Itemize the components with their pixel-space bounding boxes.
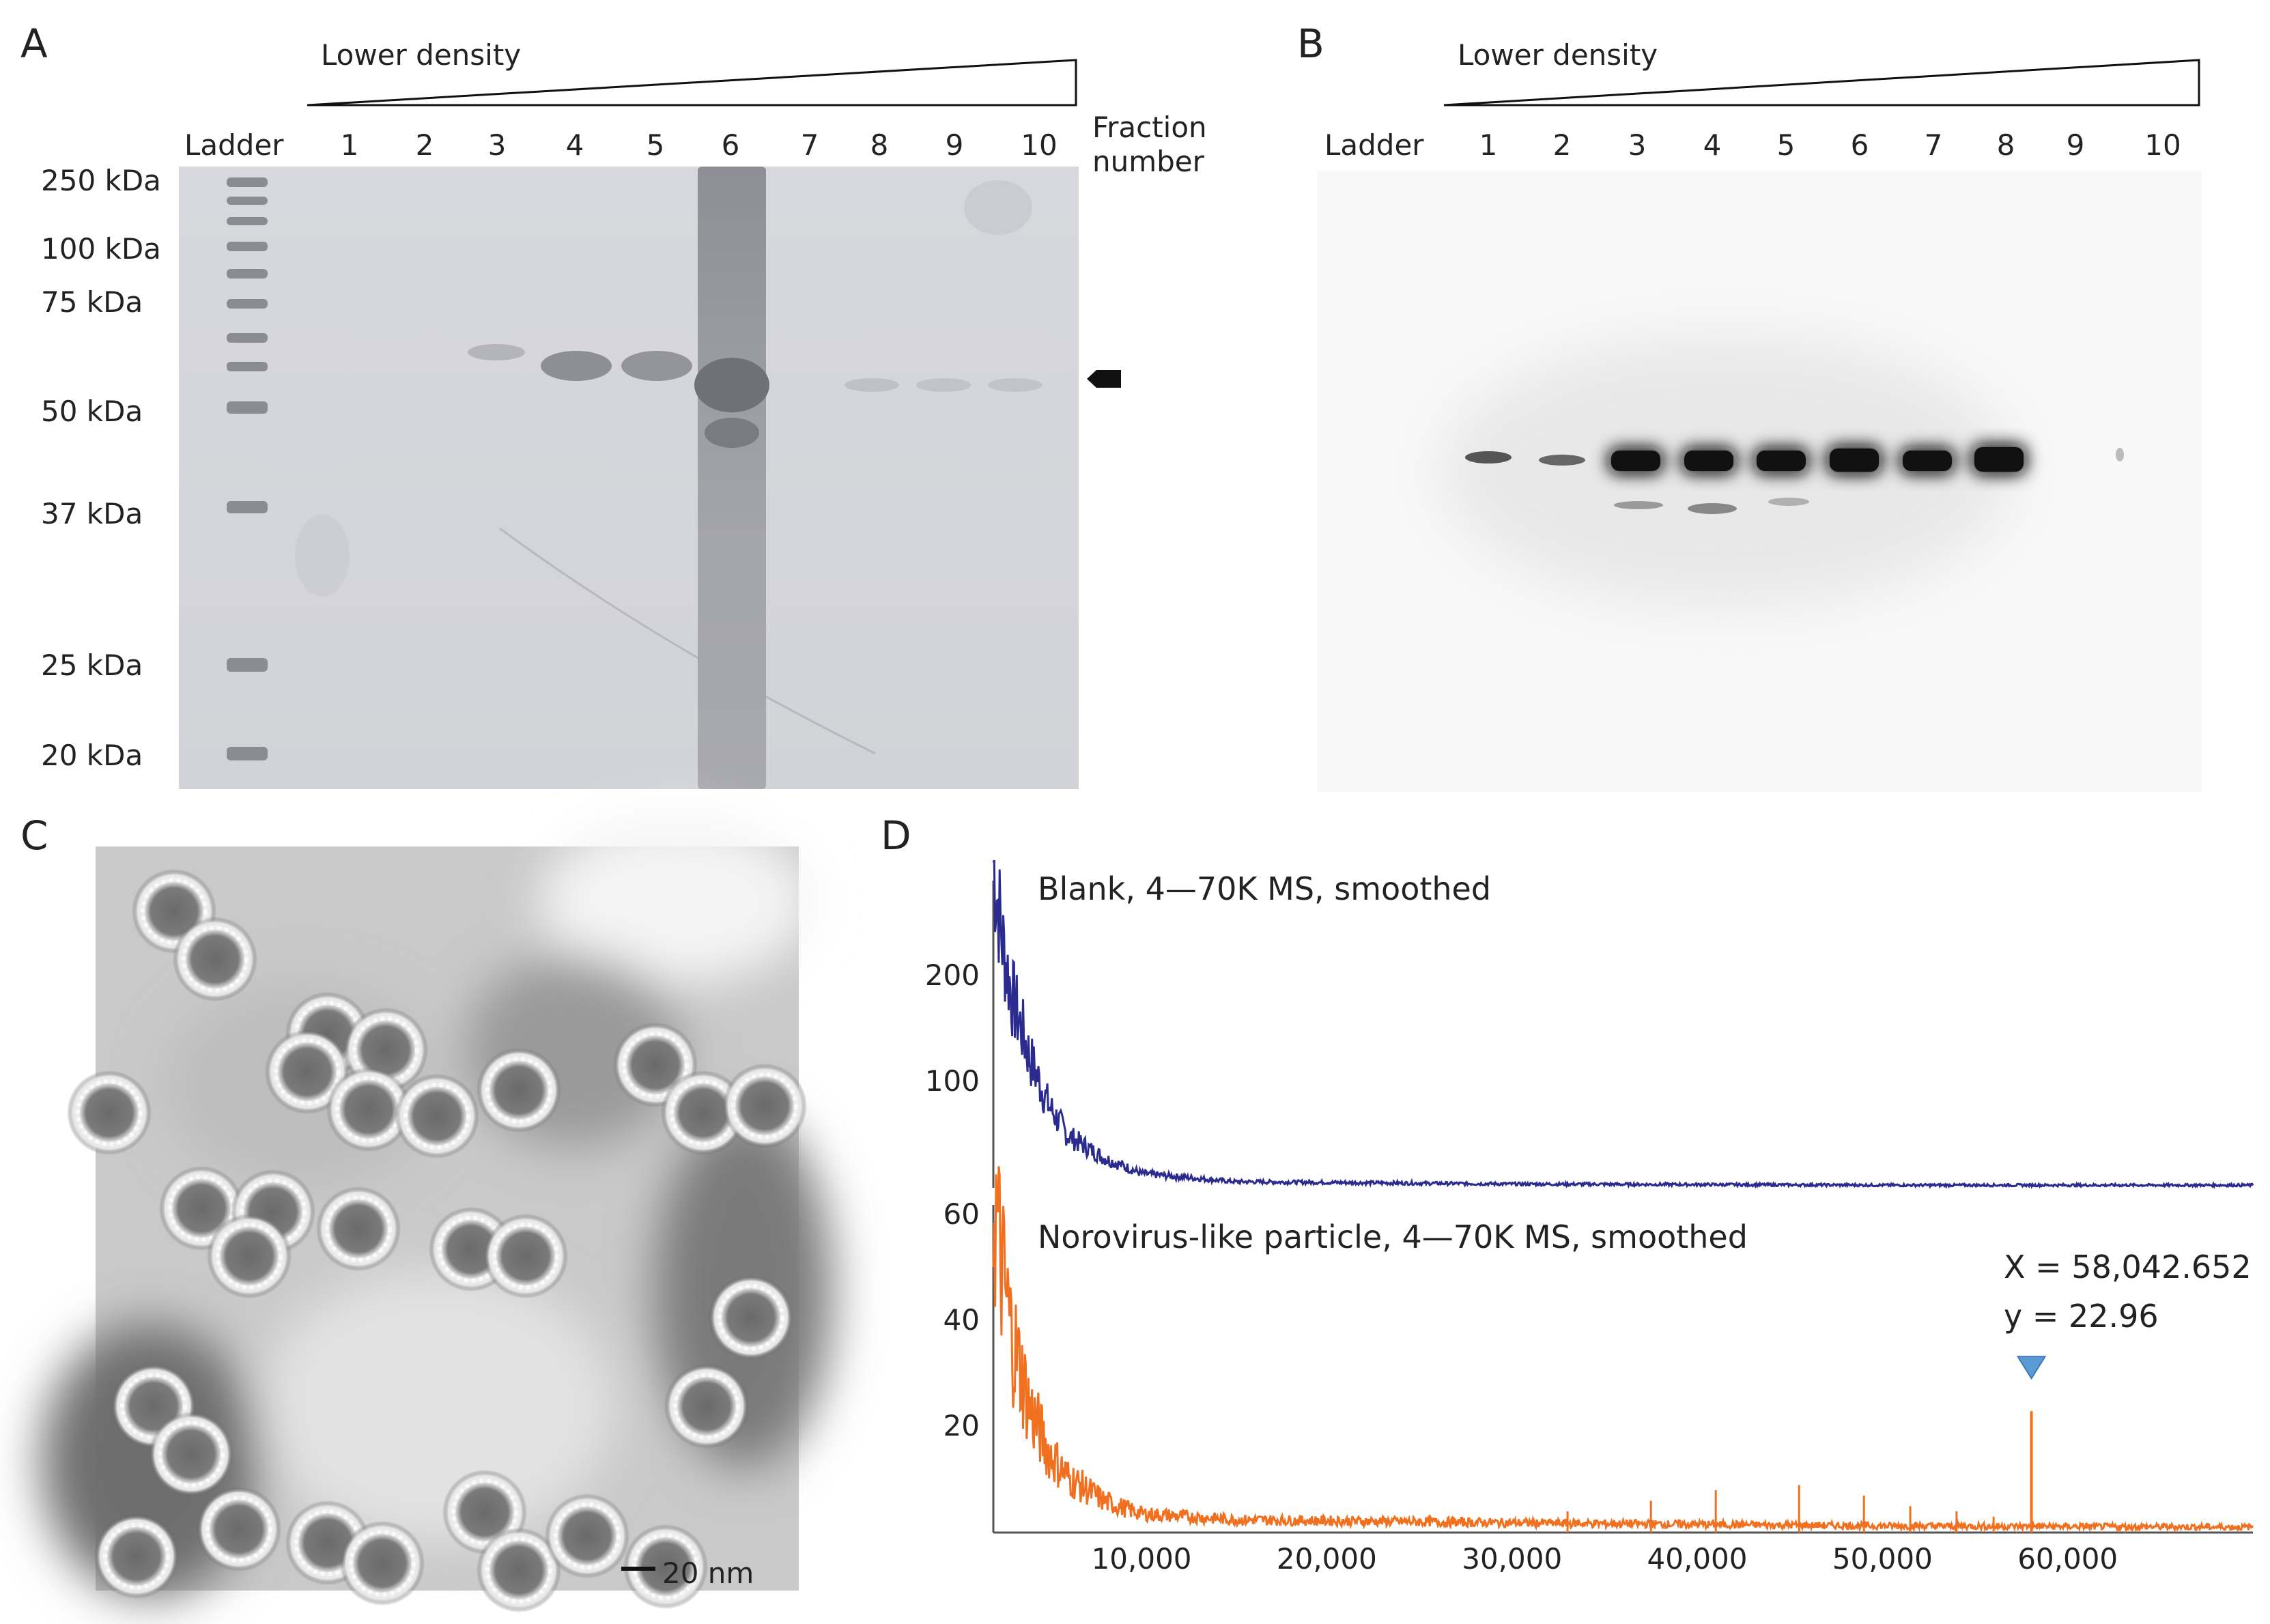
lane-label-9: 9 (2066, 128, 2085, 162)
gradient-label-b: Lower density (1458, 38, 1658, 72)
lane-label-8: 8 (870, 128, 889, 162)
x-tick-10000: 10,000 (1091, 1542, 1192, 1576)
western-blot-image (1318, 171, 2202, 792)
peak-annotation: X = 58,042.652 y = 22.96 (2004, 1242, 2252, 1341)
lane-label-10: 10 (1021, 128, 1058, 162)
x-tick-50000: 50,000 (1832, 1542, 1933, 1576)
lane-label-2: 2 (415, 128, 434, 162)
x-tick-60000: 60,000 (2017, 1542, 2118, 1576)
panel-letter-a: A (20, 20, 48, 67)
x-tick-40000: 40,000 (1647, 1542, 1748, 1576)
lane-label-5: 5 (1776, 128, 1796, 162)
mass-spectra-chart (992, 859, 2254, 1534)
lane-label-4: 4 (565, 128, 584, 162)
fraction-number-label: Fraction number (1092, 111, 1207, 179)
arrow-marker-a (1087, 370, 1121, 388)
y-tick-blank-200: 200 (924, 958, 980, 992)
ladder-mark-6: 20 kDa (41, 739, 143, 772)
x-tick-20000: 20,000 (1276, 1542, 1377, 1576)
ladder-mark-4: 37 kDa (41, 497, 143, 530)
lane-label-8: 8 (1996, 128, 2015, 162)
ladder-mark-1: 100 kDa (41, 232, 161, 266)
ladder-mark-0: 250 kDa (41, 164, 161, 197)
lane-label-6: 6 (1850, 128, 1869, 162)
lane-label-1: 1 (1479, 128, 1498, 162)
lane-label-5: 5 (646, 128, 665, 162)
blank-spectrum-title: Blank, 4—70K MS, smoothed (1038, 870, 1492, 907)
lane-label-3: 3 (487, 128, 507, 162)
ladder-mark-5: 25 kDa (41, 649, 143, 682)
lane-label-7: 7 (1924, 128, 1943, 162)
y-tick-vlp-40: 40 (943, 1303, 980, 1337)
panel-letter-d: D (881, 812, 911, 859)
peak-marker-icon (2016, 1356, 2047, 1380)
y-tick-vlp-60: 60 (943, 1197, 980, 1231)
vlp-spectrum-title: Norovirus-like particle, 4—70K MS, smoot… (1038, 1219, 1748, 1255)
density-wedge-b (1443, 59, 2200, 106)
lane-label-10: 10 (2144, 128, 2181, 162)
fraction-label-line2: number (1092, 145, 1204, 178)
sds-page-gel-image (179, 167, 1079, 789)
gradient-label-a: Lower density (321, 38, 522, 72)
lane-label-7: 7 (800, 128, 819, 162)
fraction-label-line1: Fraction (1092, 111, 1207, 144)
panel-letter-b: B (1297, 20, 1324, 67)
y-tick-blank-100: 100 (924, 1064, 980, 1098)
x-tick-30000: 30,000 (1462, 1542, 1563, 1576)
ladder-mark-2: 75 kDa (41, 285, 143, 319)
vlp-spectrum-line (992, 1166, 2254, 1534)
y-tick-vlp-20: 20 (943, 1409, 980, 1443)
lane-label-6: 6 (721, 128, 740, 162)
panel-letter-c: C (20, 812, 48, 859)
density-wedge-a (307, 59, 1077, 106)
ladder-label-a: Ladder (184, 128, 284, 162)
ladder-label-b: Ladder (1324, 128, 1424, 162)
lane-label-4: 4 (1703, 128, 1722, 162)
scale-bar-label: 20 nm (662, 1556, 754, 1590)
peak-y-value: y = 22.96 (2004, 1298, 2159, 1335)
lane-label-3: 3 (1628, 128, 1647, 162)
tem-micrograph-image (41, 819, 833, 1612)
ladder-mark-3: 50 kDa (41, 395, 143, 428)
lane-label-1: 1 (340, 128, 359, 162)
lane-label-2: 2 (1552, 128, 1572, 162)
lane-label-9: 9 (945, 128, 964, 162)
peak-x-value: X = 58,042.652 (2004, 1249, 2252, 1285)
blank-spectrum-line (992, 859, 2254, 1189)
